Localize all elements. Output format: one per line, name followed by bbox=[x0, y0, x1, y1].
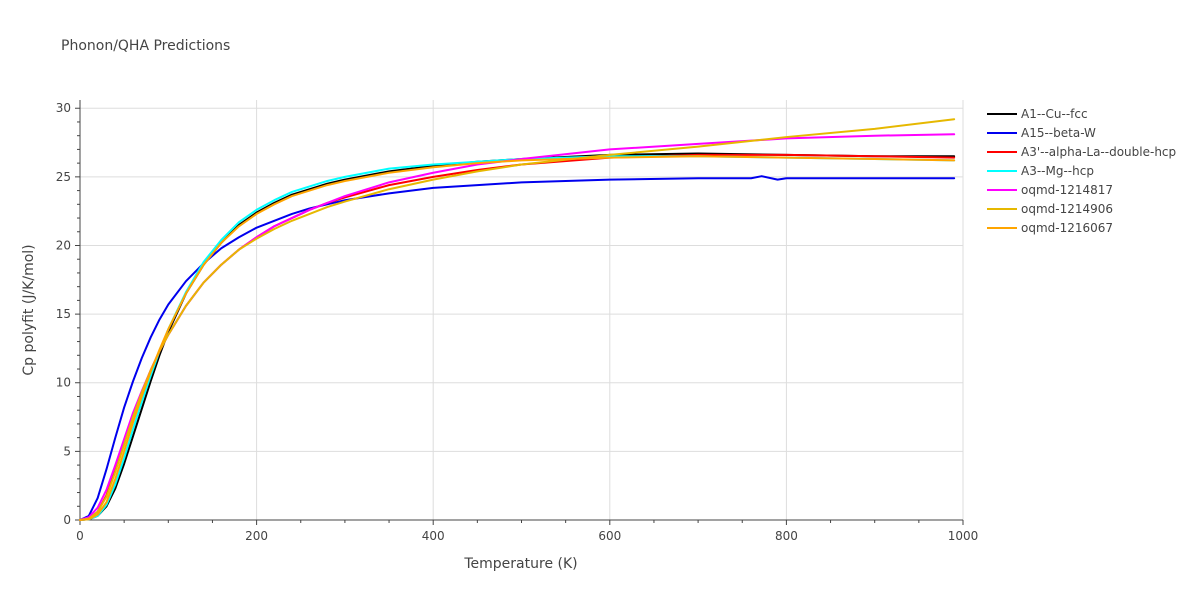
legend-item[interactable]: oqmd-1214906 bbox=[987, 202, 1113, 216]
grid-layer bbox=[80, 100, 964, 521]
legend-label: oqmd-1214906 bbox=[1021, 202, 1113, 216]
legend-label: A1--Cu--fcc bbox=[1021, 107, 1088, 121]
legend-label: A3--Mg--hcp bbox=[1021, 164, 1094, 178]
legend-item[interactable]: A1--Cu--fcc bbox=[987, 107, 1088, 121]
series-line-a15-beta-w bbox=[79, 175, 956, 521]
y-tick-label: 25 bbox=[56, 170, 71, 184]
legend[interactable]: A1--Cu--fcc A15--beta-W A3'--alpha-La--dou… bbox=[987, 107, 1176, 235]
series-line-oqmd-1216067 bbox=[79, 155, 956, 521]
series-line-oqmd-1214906 bbox=[79, 118, 956, 521]
y-tick-label: 5 bbox=[63, 444, 71, 458]
legend-item[interactable]: oqmd-1216067 bbox=[987, 221, 1113, 235]
legend-item[interactable]: oqmd-1214817 bbox=[987, 183, 1113, 197]
legend-label: A15--beta-W bbox=[1021, 126, 1096, 140]
series-layer bbox=[79, 118, 956, 521]
y-tick-label: 15 bbox=[56, 307, 71, 321]
axis-layer: 0 200 400 600 800 1000 0 5 10 15 20 25 30 bbox=[56, 100, 979, 543]
y-axis-label: Cp polyfit (J/K/mol) bbox=[21, 244, 37, 375]
legend-item[interactable]: A3'--alpha-La--double-hcp bbox=[987, 145, 1176, 159]
x-tick-label: 200 bbox=[245, 529, 268, 543]
legend-label: A3'--alpha-La--double-hcp bbox=[1021, 145, 1176, 159]
x-tick-label: 0 bbox=[76, 529, 84, 543]
legend-label: oqmd-1216067 bbox=[1021, 221, 1113, 235]
y-tick-label: 0 bbox=[63, 513, 71, 527]
x-tick-label: 600 bbox=[598, 529, 621, 543]
y-tick-label: 10 bbox=[56, 376, 71, 390]
legend-item[interactable]: A15--beta-W bbox=[987, 126, 1096, 140]
legend-item[interactable]: A3--Mg--hcp bbox=[987, 164, 1094, 178]
legend-label: oqmd-1214817 bbox=[1021, 183, 1113, 197]
chart-title: Phonon/QHA Predictions bbox=[61, 38, 230, 54]
x-tick-label: 800 bbox=[775, 529, 798, 543]
x-tick-label: 1000 bbox=[948, 529, 979, 543]
y-tick-label: 20 bbox=[56, 238, 71, 252]
y-tick-label: 30 bbox=[56, 101, 71, 115]
x-tick-label: 400 bbox=[422, 529, 445, 543]
series-line-a3-mg-hcp bbox=[79, 155, 956, 521]
x-axis-label: Temperature (K) bbox=[463, 556, 577, 572]
